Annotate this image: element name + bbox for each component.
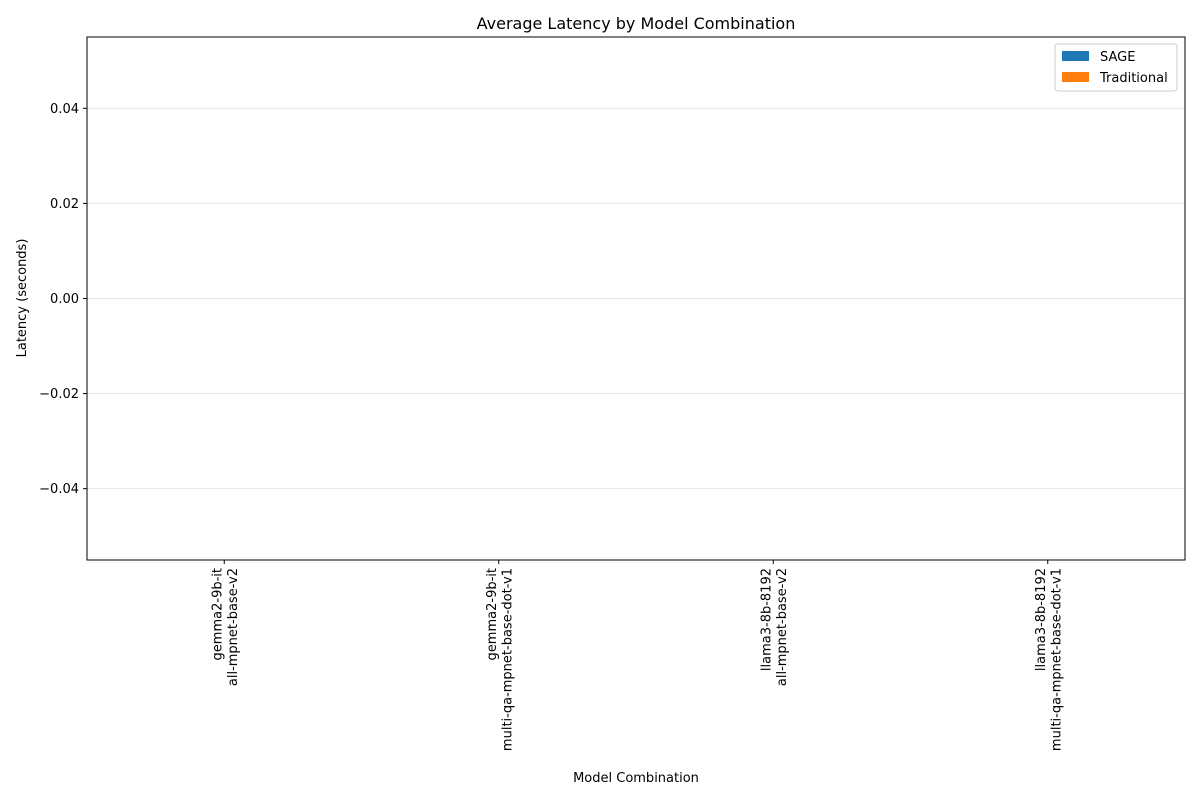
y-tick-label: 0.02 xyxy=(50,197,79,212)
x-tick-label: multi-qa-mpnet-base-dot-v1 xyxy=(1050,568,1065,751)
legend-swatch-sage xyxy=(1062,51,1089,61)
legend-label-traditional: Traditional xyxy=(1099,71,1168,86)
x-tick-label: llama3-8b-8192 xyxy=(760,568,775,671)
legend-label-sage: SAGE xyxy=(1100,50,1135,65)
y-axis-ticks: −0.04 −0.02 0.00 0.02 0.04 xyxy=(39,102,87,497)
y-tick-label: 0.04 xyxy=(50,102,79,117)
grid-lines xyxy=(87,107,1185,490)
x-axis-ticks: gemma2-9b-it all-mpnet-base-v2 gemma2-9b-i… xyxy=(211,560,1065,751)
x-tick-label: gemma2-9b-it xyxy=(211,568,226,660)
y-axis-label: Latency (seconds) xyxy=(15,239,30,358)
legend-swatch-traditional xyxy=(1062,72,1089,82)
x-axis-label: Model Combination xyxy=(573,771,699,786)
x-tick-label: llama3-8b-8192 xyxy=(1034,568,1049,671)
legend: SAGE Traditional xyxy=(1054,43,1178,92)
chart-title: Average Latency by Model Combination xyxy=(477,14,796,33)
x-tick-label: all-mpnet-base-v2 xyxy=(226,568,241,686)
x-tick-label: gemma2-9b-it xyxy=(485,568,500,660)
x-tick-label: multi-qa-mpnet-base-dot-v1 xyxy=(501,568,516,751)
x-tick-label: all-mpnet-base-v2 xyxy=(775,568,790,686)
y-tick-label: −0.04 xyxy=(39,482,79,497)
y-tick-label: 0.00 xyxy=(50,292,79,307)
y-tick-label: −0.02 xyxy=(39,387,79,402)
